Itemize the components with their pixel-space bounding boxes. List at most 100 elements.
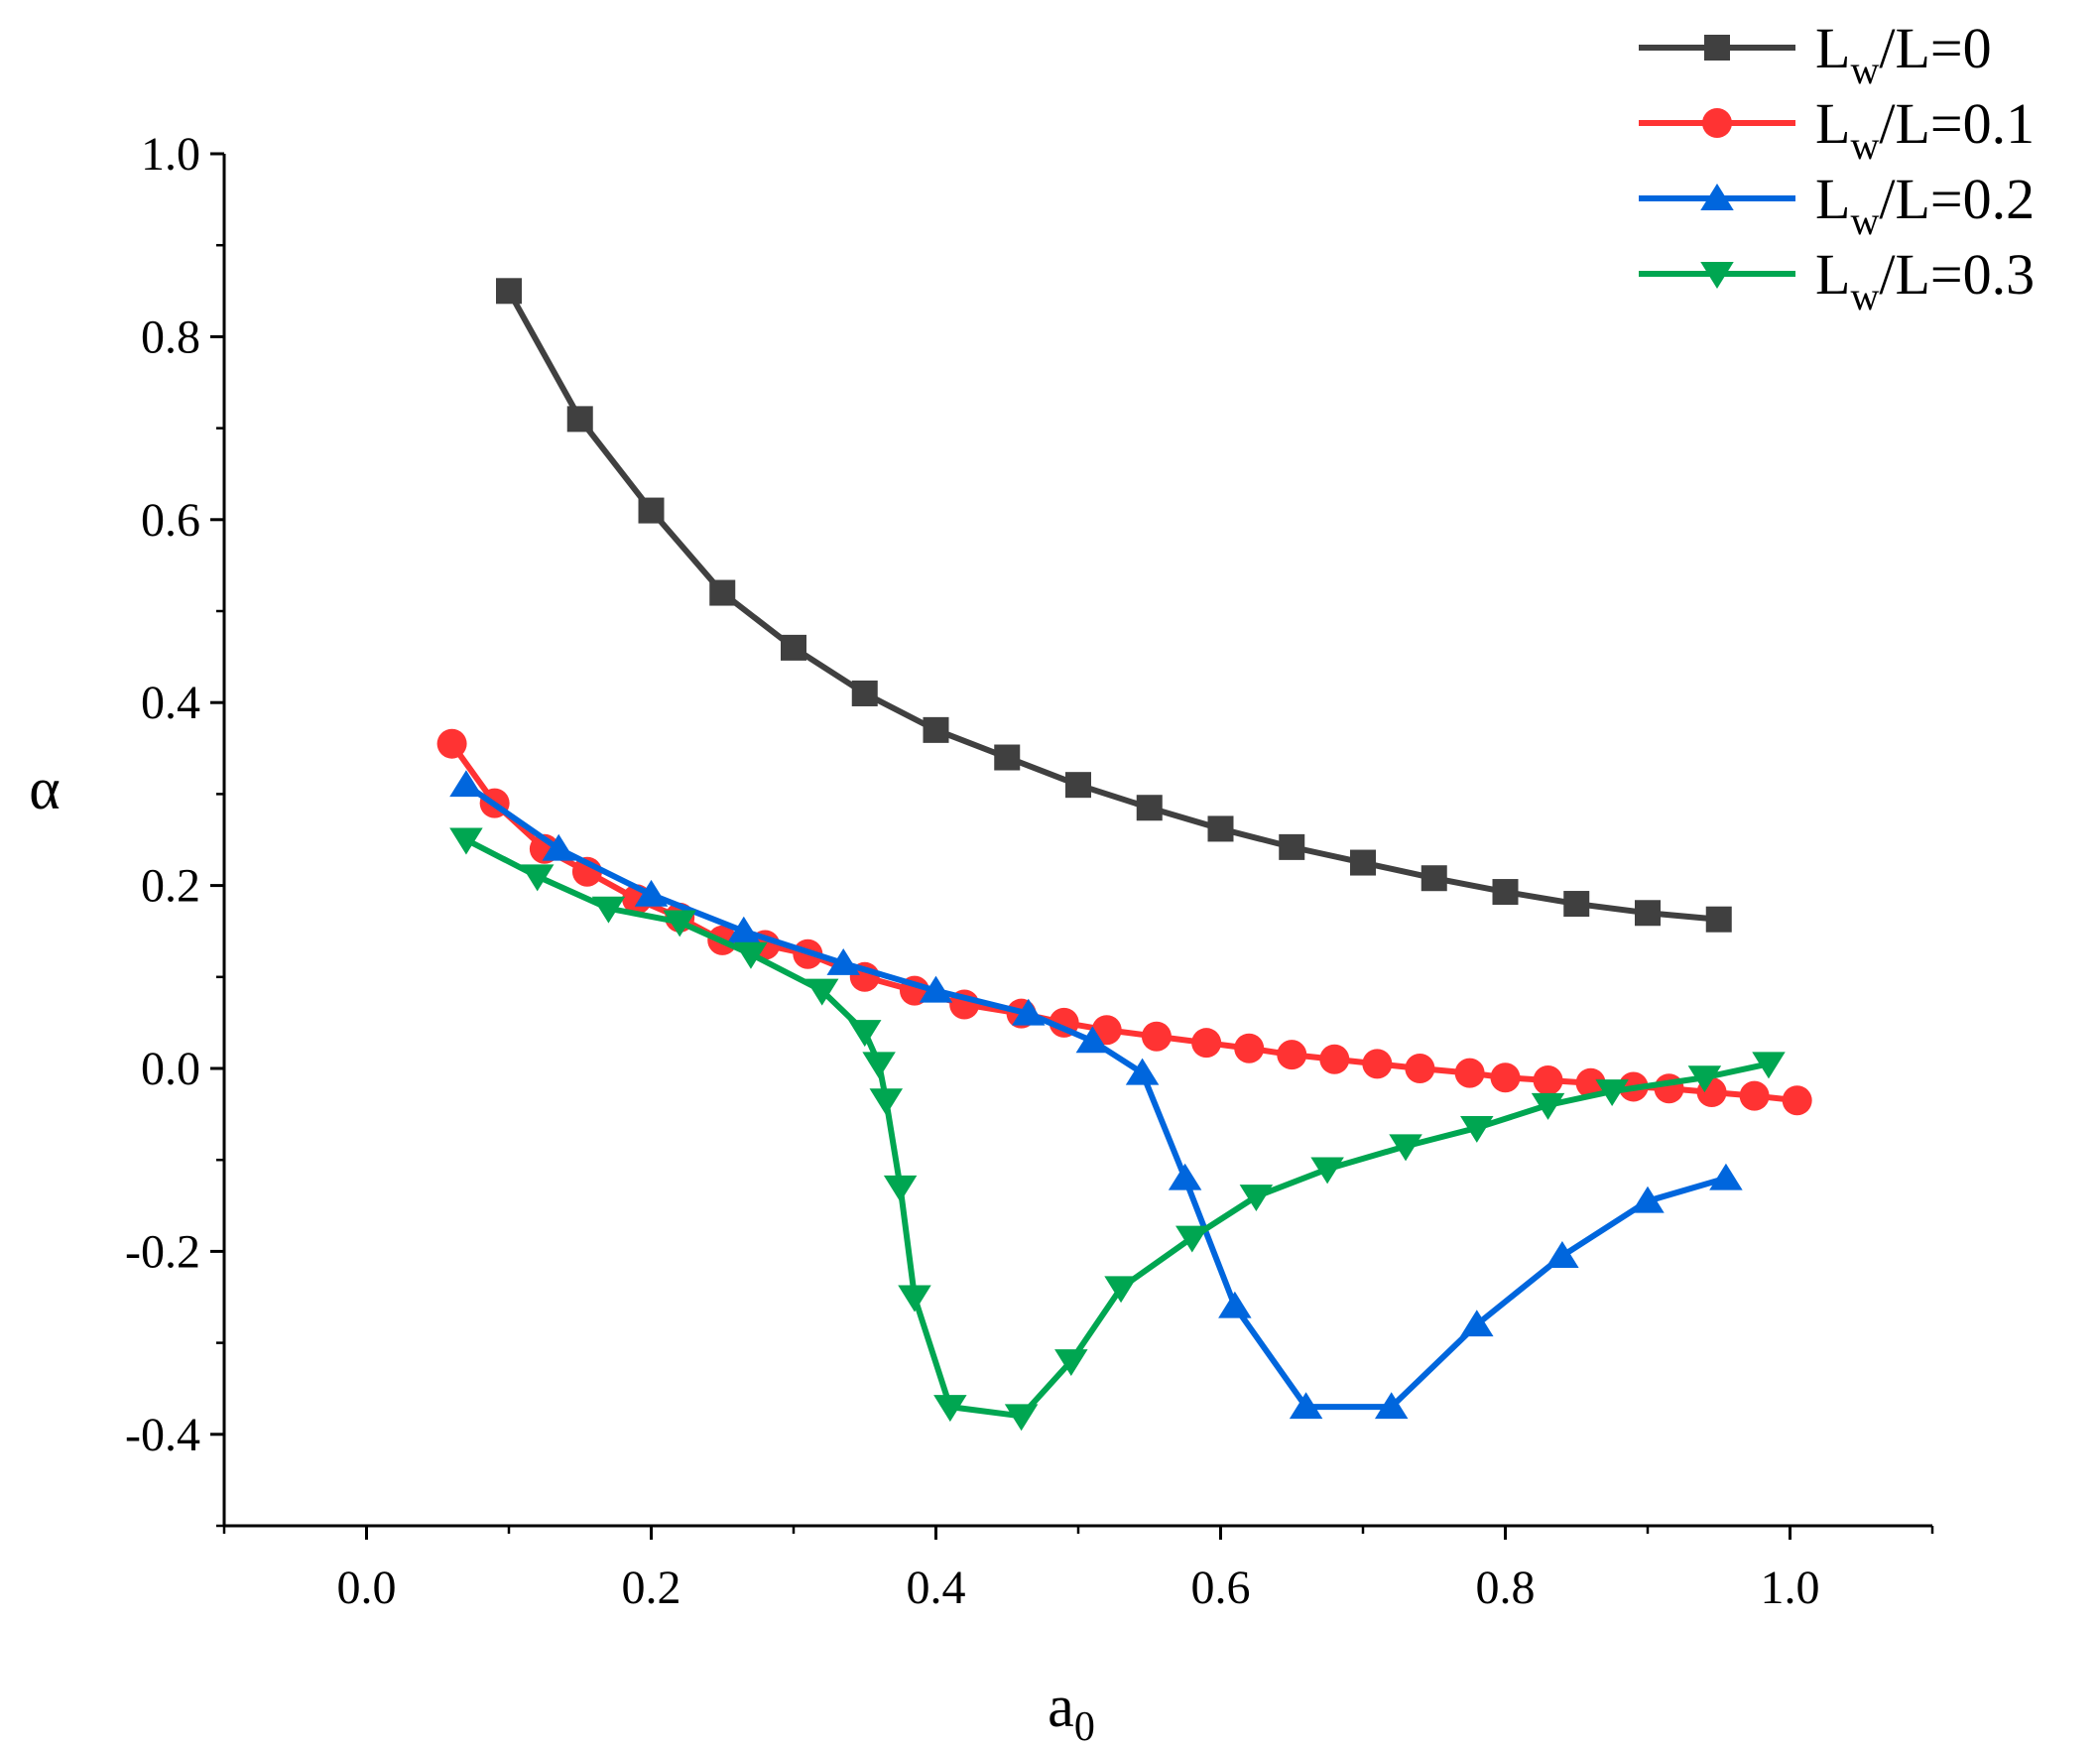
x-tick-label: 0.8	[1476, 1562, 1536, 1614]
series-3	[449, 827, 1786, 1432]
series-line	[464, 836, 1770, 1420]
data-point	[542, 833, 575, 861]
series-2	[449, 770, 1743, 1420]
data-point	[1533, 1064, 1563, 1095]
data-point	[1075, 1026, 1110, 1054]
data-point	[1054, 1349, 1088, 1376]
data-point	[1490, 1062, 1521, 1093]
data-point	[862, 1052, 896, 1079]
data-point	[1136, 795, 1163, 821]
legend-label-sub: w	[1850, 48, 1879, 92]
x-axis-title-main: a	[1048, 1674, 1074, 1739]
data-point	[1168, 1163, 1202, 1190]
legend-marker	[1700, 262, 1734, 289]
data-point	[520, 864, 555, 892]
legend-label-pre: L	[1815, 16, 1850, 80]
legend-marker	[1700, 184, 1734, 210]
data-point	[734, 941, 768, 969]
data-point	[1752, 1052, 1786, 1079]
data-point	[1065, 772, 1091, 799]
y-tick-label: 1.0	[141, 128, 200, 181]
tick-marks: -0.4 -0.2 0.0 0.2 0.4 0.6 0.8 1.0 0.0 0.2 0.4 0.6 0.…	[125, 128, 1934, 1614]
data-point	[1125, 1058, 1160, 1085]
legend-item-1: Lw/L=0.1	[1639, 91, 2035, 168]
x-tick-label: 0.4	[907, 1562, 966, 1614]
data-point	[1782, 1085, 1812, 1116]
y-axis-title: α	[29, 756, 60, 821]
data-point	[1631, 1186, 1665, 1213]
data-point	[994, 744, 1021, 771]
data-point	[709, 579, 736, 606]
data-point	[826, 948, 860, 975]
data-point	[781, 634, 806, 661]
data-point	[1289, 1392, 1323, 1420]
data-point	[933, 1395, 967, 1423]
data-point	[566, 406, 593, 433]
legend-label-sub: w	[1850, 198, 1879, 243]
data-point	[1218, 1291, 1252, 1318]
legend-label-post: /L=0.1	[1879, 91, 2035, 156]
legend-label-pre: L	[1815, 242, 1850, 307]
legend-label: Lw/L=0	[1815, 16, 1992, 92]
data-point	[1234, 1033, 1265, 1063]
y-tick-label: -0.4	[125, 1409, 200, 1461]
data-point	[436, 728, 467, 759]
legend: Lw/L=0Lw/L=0.1Lw/L=0.2Lw/L=0.3	[1639, 16, 2035, 318]
data-point	[898, 1285, 931, 1312]
y-tick-label: 0.4	[141, 677, 200, 729]
data-point	[1563, 891, 1590, 918]
y-tick-label: 0.6	[141, 494, 200, 547]
data-point	[1575, 1067, 1606, 1098]
data-point	[869, 1088, 904, 1116]
legend-label: Lw/L=0.1	[1815, 91, 2035, 168]
series-line	[506, 289, 1720, 923]
data-point	[851, 680, 878, 706]
legend-label-sub: w	[1850, 123, 1879, 168]
x-tick-label: 0.2	[622, 1562, 681, 1614]
x-tick-label: 0.0	[337, 1562, 397, 1614]
legend-label-post: /L=0.3	[1879, 242, 2035, 307]
x-tick-label: 1.0	[1761, 1562, 1820, 1614]
data-point	[1705, 906, 1732, 933]
data-point	[1175, 1225, 1209, 1253]
data-point	[919, 975, 953, 1003]
legend-item-3: Lw/L=0.3	[1639, 242, 2035, 318]
series-layer	[436, 278, 1812, 1432]
data-point	[1191, 1028, 1222, 1059]
data-point	[1012, 998, 1046, 1026]
legend-label-post: /L=0	[1879, 16, 1991, 80]
data-point	[1687, 1065, 1722, 1093]
data-point	[634, 879, 669, 907]
data-point	[1492, 879, 1519, 906]
y-tick-label: -0.2	[125, 1225, 200, 1278]
y-tick-label: 0.0	[141, 1043, 200, 1095]
y-tick-label: 0.2	[141, 860, 200, 913]
data-point	[1545, 1241, 1579, 1268]
data-point	[1595, 1079, 1629, 1106]
axes	[222, 154, 1932, 1528]
data-point	[1739, 1080, 1770, 1111]
data-point	[1421, 865, 1447, 892]
series-0	[496, 278, 1732, 933]
legend-label-post: /L=0.2	[1879, 167, 2035, 231]
data-point	[1207, 815, 1234, 842]
legend-label-sub: w	[1850, 274, 1879, 318]
data-point	[1004, 1404, 1039, 1432]
legend-item-2: Lw/L=0.2	[1639, 167, 2035, 243]
data-point	[883, 1175, 918, 1202]
data-point	[848, 1020, 882, 1048]
data-point	[1635, 900, 1661, 927]
data-point	[1104, 1276, 1138, 1304]
data-point	[1239, 1185, 1274, 1212]
data-point	[727, 916, 761, 943]
data-point	[1362, 1049, 1393, 1079]
data-point	[449, 770, 483, 798]
data-point	[1374, 1392, 1409, 1420]
data-point	[1654, 1073, 1684, 1104]
data-point	[923, 716, 949, 743]
data-point	[1319, 1044, 1350, 1074]
y-tick-label: 0.8	[141, 311, 200, 363]
legend-label-pre: L	[1815, 91, 1850, 156]
legend-marker	[1702, 108, 1732, 138]
